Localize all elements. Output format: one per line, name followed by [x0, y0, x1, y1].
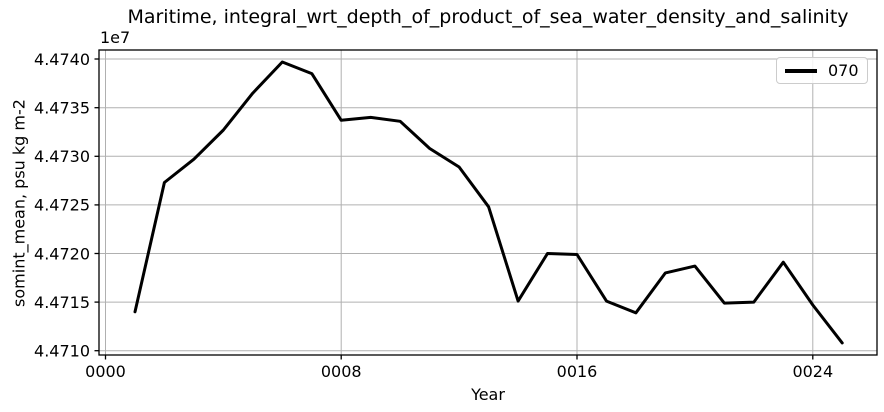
- x-axis-label: Year: [471, 385, 505, 404]
- x-tick-label: 0024: [792, 362, 833, 381]
- y-axis-offset-label: 1e7: [100, 28, 131, 47]
- y-tick-label: 4.4720: [34, 244, 90, 263]
- x-tick-label: 0016: [557, 362, 598, 381]
- legend-line-sample: [785, 68, 817, 73]
- y-tick-label: 4.4715: [34, 293, 90, 312]
- x-tick-label: 0000: [85, 362, 126, 381]
- legend: 070: [776, 57, 868, 84]
- y-tick-label: 4.4725: [34, 196, 90, 215]
- data-line-070: [133, 60, 844, 345]
- y-axis-label: somint_mean, psu kg m-2: [9, 99, 29, 307]
- y-tick-label: 4.4735: [34, 99, 90, 118]
- x-tick-label: 0008: [321, 362, 362, 381]
- plot-spines: [98, 49, 878, 356]
- legend-label: 070: [828, 60, 859, 80]
- chart-title: Maritime, integral_wrt_depth_of_product_…: [127, 6, 849, 28]
- y-tick-label: 4.4710: [34, 342, 90, 361]
- y-tick-label: 4.4730: [34, 147, 90, 166]
- y-tick-label: 4.4740: [34, 50, 90, 69]
